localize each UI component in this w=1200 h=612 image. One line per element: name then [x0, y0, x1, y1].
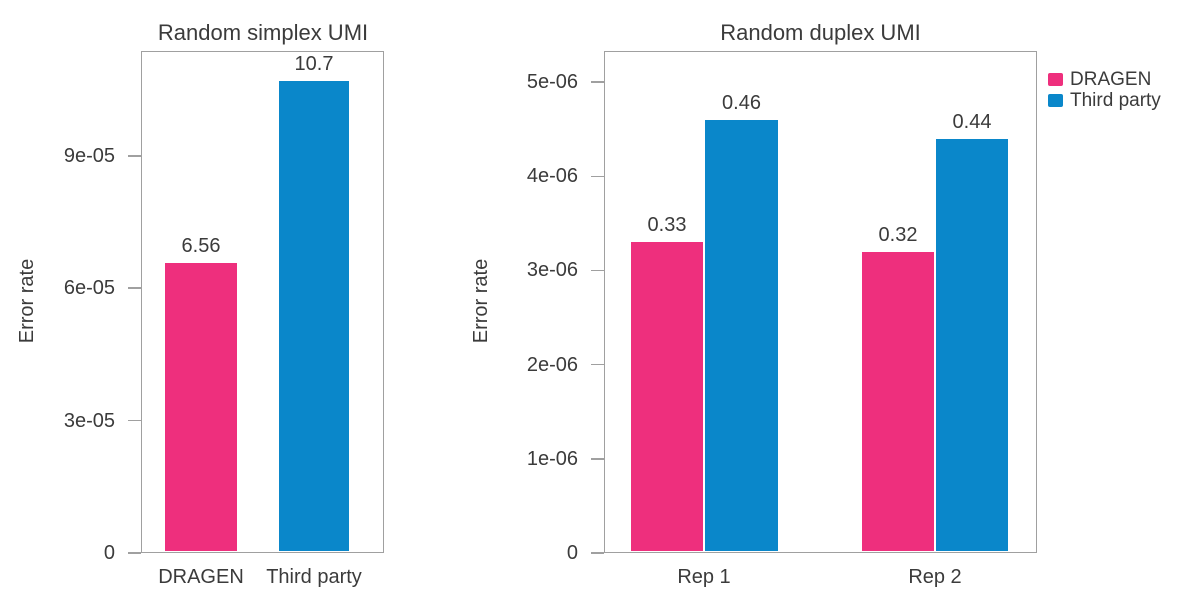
- bar-third-party: [279, 80, 349, 552]
- legend-item-dragen: DRAGEN: [1048, 69, 1161, 90]
- y-axis-label: Error rate: [16, 258, 38, 344]
- y-tick-mark: [128, 287, 141, 289]
- y-tick-label: 0: [103, 542, 115, 564]
- y-tick-mark: [128, 552, 141, 554]
- y-tick-label: 3e-06: [526, 259, 578, 282]
- bar-value-label: 6.56: [181, 235, 221, 258]
- legend-item-third-party: Third party: [1048, 90, 1161, 111]
- legend-swatch-third-party: [1048, 94, 1063, 107]
- y-tick-label: 2e-06: [526, 353, 578, 376]
- x-tick-label: Rep 1: [677, 566, 731, 588]
- legend-label: Third party: [1070, 89, 1161, 111]
- x-tick-label: DRAGEN: [158, 566, 244, 588]
- chart-title: Random simplex UMI: [157, 20, 369, 45]
- bar-dragen: [862, 251, 934, 552]
- bar-third-party: [705, 119, 778, 552]
- x-tick-label: Third party: [266, 566, 362, 588]
- y-tick-mark: [591, 175, 604, 177]
- y-tick-mark: [591, 458, 604, 460]
- y-tick-mark: [591, 552, 604, 554]
- bar-value-label: 0.32: [878, 223, 918, 246]
- y-tick-label: 6e-05: [63, 277, 115, 300]
- y-tick-mark: [591, 363, 604, 366]
- legend: DRAGEN Third party: [1048, 69, 1161, 111]
- y-tick-mark: [591, 269, 604, 272]
- y-tick-label: 1e-06: [526, 447, 578, 470]
- bar-dragen: [165, 263, 237, 552]
- bar-value-label: 0.44: [952, 110, 992, 133]
- bar-value-label: 0.46: [722, 91, 761, 114]
- y-tick-label: 0: [566, 542, 578, 564]
- bar-value-label: 0.33: [647, 214, 687, 237]
- y-tick-label: 3e-05: [63, 409, 115, 432]
- bar-dragen: [631, 242, 703, 552]
- y-tick-label: 5e-06: [526, 71, 578, 94]
- bar-value-label: 10.7: [294, 52, 334, 75]
- y-tick-mark: [128, 419, 141, 422]
- legend-label: DRAGEN: [1070, 68, 1152, 90]
- y-tick-label: 9e-05: [63, 144, 115, 167]
- legend-swatch-dragen: [1048, 73, 1063, 86]
- bar-third-party: [936, 138, 1008, 552]
- x-tick-label: Rep 2: [908, 566, 962, 588]
- chart-title: Random duplex UMI: [720, 20, 921, 45]
- y-tick-mark: [128, 155, 141, 157]
- y-tick-mark: [591, 81, 604, 83]
- y-tick-label: 4e-06: [526, 165, 578, 188]
